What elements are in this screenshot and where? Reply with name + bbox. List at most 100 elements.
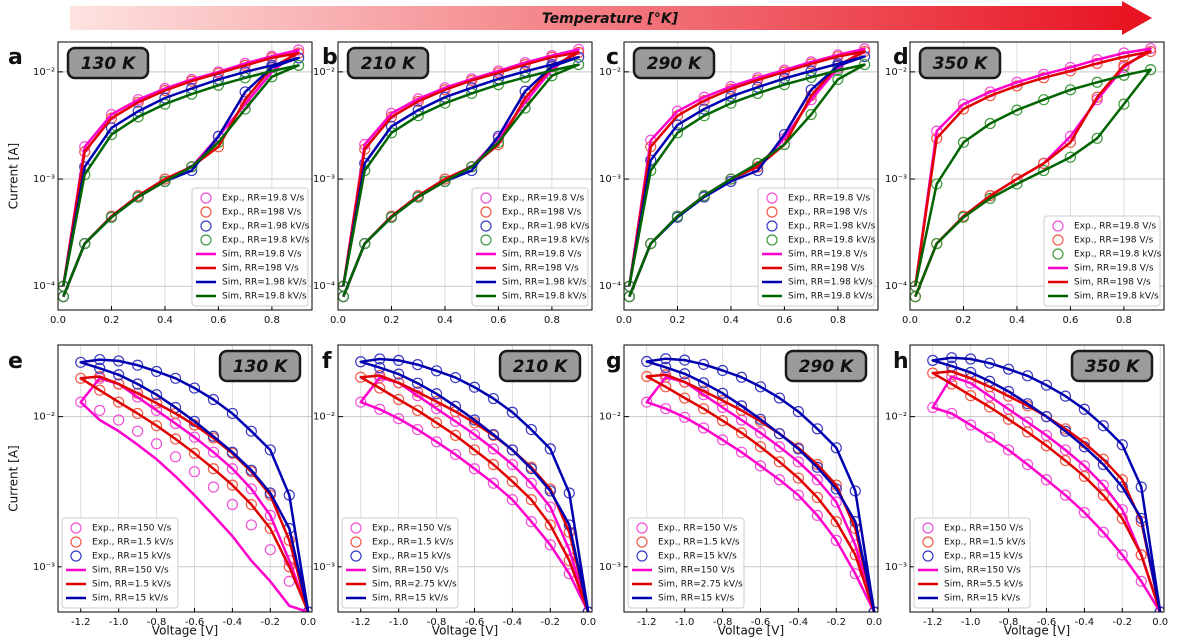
x-tick-label: -1.2 bbox=[923, 617, 943, 628]
x-tick-label: -0.2 bbox=[541, 617, 561, 628]
exp-marker bbox=[1078, 470, 1090, 482]
exp-marker bbox=[931, 237, 943, 250]
exp-marker bbox=[716, 387, 729, 399]
exp-marker bbox=[716, 434, 729, 446]
sim-line bbox=[645, 375, 876, 612]
legend-label: Sim, RR=2.75 kV/s bbox=[658, 580, 743, 590]
temperature-badge-label: 350 K bbox=[1085, 357, 1141, 377]
exp-marker bbox=[544, 443, 556, 455]
legend-label: Sim, RR=15 kV/s bbox=[658, 594, 734, 604]
exp-marker bbox=[1064, 151, 1077, 163]
exp-marker bbox=[773, 441, 786, 453]
exp-marker bbox=[965, 419, 977, 431]
exp-marker bbox=[957, 211, 970, 223]
temperature-badge bbox=[784, 349, 868, 383]
exp-marker bbox=[1135, 549, 1147, 561]
exp-marker bbox=[264, 509, 276, 521]
exp-marker bbox=[1038, 164, 1050, 177]
exp-marker bbox=[1040, 440, 1053, 452]
exp-marker bbox=[94, 362, 106, 374]
x-tick-label: -1.0 bbox=[675, 617, 695, 628]
exp-marker bbox=[487, 477, 500, 489]
plot-frame bbox=[623, 41, 879, 311]
legend-label: Exp., RR=19.8 kV/s bbox=[502, 236, 590, 246]
exp-marker bbox=[132, 425, 144, 437]
exp-marker bbox=[679, 392, 691, 404]
exp-marker bbox=[1097, 489, 1109, 501]
exp-marker bbox=[132, 191, 144, 203]
exp-marker bbox=[716, 401, 729, 414]
exp-marker bbox=[393, 413, 405, 425]
exp-marker bbox=[94, 384, 106, 396]
plot-marks bbox=[355, 353, 592, 612]
x-tick-label: -0.4 bbox=[1075, 617, 1095, 628]
y-axis-label: Current [A] bbox=[7, 445, 21, 511]
exp-marker bbox=[735, 446, 748, 458]
x-tick-label: -0.4 bbox=[223, 617, 243, 628]
exp-marker bbox=[1059, 454, 1072, 467]
legend-marker bbox=[480, 206, 492, 218]
exp-marker bbox=[830, 496, 842, 508]
exp-marker bbox=[811, 509, 823, 521]
sim-line bbox=[359, 376, 590, 612]
y-tick-label: 10⁻³ bbox=[885, 174, 907, 185]
exp-marker bbox=[226, 446, 238, 458]
exp-marker bbox=[716, 394, 729, 407]
x-tick-label: 0.2 bbox=[104, 315, 120, 326]
y-tick-label: 10⁻³ bbox=[599, 562, 621, 573]
exp-marker bbox=[449, 371, 462, 384]
legend-marker bbox=[350, 536, 362, 548]
sim-line bbox=[62, 64, 300, 298]
panel-letter: g bbox=[606, 349, 622, 374]
exp-marker bbox=[105, 122, 118, 134]
x-tick-label: 0.2 bbox=[670, 315, 686, 326]
exp-marker bbox=[792, 406, 804, 418]
exp-marker bbox=[468, 444, 481, 456]
legend-label: Sim, RR=19.8 V/s bbox=[1074, 264, 1154, 274]
exp-marker bbox=[487, 428, 500, 441]
exp-marker bbox=[792, 472, 804, 484]
exp-marker bbox=[1118, 98, 1130, 110]
legend-label: Sim, RR=198 V/s bbox=[222, 264, 299, 274]
exp-marker bbox=[544, 485, 556, 497]
y-tick-label: 10⁻⁴ bbox=[885, 281, 907, 292]
legend-label: Exp., RR=15 kV/s bbox=[372, 552, 451, 562]
legend-marker bbox=[636, 536, 648, 548]
y-tick-label: 10⁻⁴ bbox=[313, 281, 335, 292]
x-tick-label: 0.0 bbox=[330, 315, 346, 326]
exp-marker bbox=[1021, 426, 1034, 438]
exp-marker bbox=[1059, 390, 1072, 402]
exp-marker bbox=[1021, 458, 1034, 471]
x-tick-label: 0.8 bbox=[830, 315, 846, 326]
legend-marker bbox=[200, 192, 212, 204]
exp-marker bbox=[679, 411, 691, 423]
x-tick-label: -0.8 bbox=[713, 617, 733, 628]
exp-marker bbox=[207, 393, 220, 406]
exp-marker bbox=[792, 489, 804, 501]
exp-marker bbox=[1011, 76, 1023, 88]
exp-marker bbox=[1135, 575, 1147, 587]
legend-box bbox=[471, 187, 589, 307]
exp-marker bbox=[671, 210, 684, 222]
exp-marker bbox=[245, 483, 257, 495]
x-tick-label: -0.8 bbox=[147, 617, 167, 628]
exp-marker bbox=[355, 396, 367, 408]
exp-marker bbox=[1064, 65, 1077, 77]
exp-marker bbox=[487, 392, 500, 405]
x-tick-label: 0.0 bbox=[1152, 617, 1168, 628]
sim-line bbox=[342, 63, 580, 298]
x-tick-label: -0.6 bbox=[465, 617, 485, 628]
legend-box bbox=[191, 187, 309, 307]
legend-label: Sim, RR=150 V/s bbox=[372, 566, 449, 576]
y-tick-label: 10⁻² bbox=[599, 67, 621, 78]
plot-marks bbox=[338, 43, 585, 303]
x-tick-label: 0.0 bbox=[580, 617, 596, 628]
legend-label: Sim, RR=1.98 kV/s bbox=[222, 278, 307, 288]
exp-marker bbox=[506, 458, 518, 471]
legend-label: Sim, RR=19.8 V/s bbox=[788, 250, 868, 260]
exp-marker bbox=[430, 403, 443, 415]
exp-marker bbox=[698, 103, 710, 115]
exp-marker bbox=[94, 404, 106, 417]
exp-marker bbox=[169, 451, 182, 463]
sim-line bbox=[359, 357, 590, 612]
